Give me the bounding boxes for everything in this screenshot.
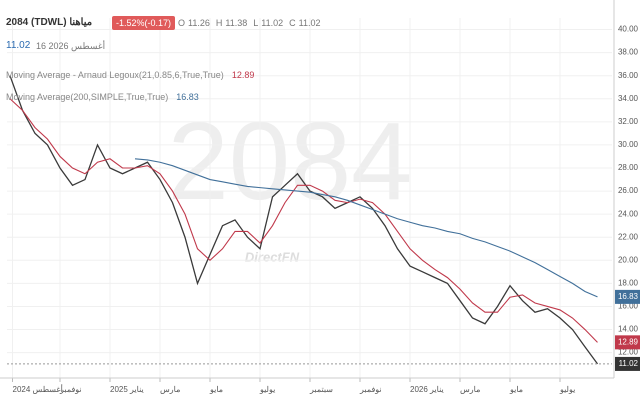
x-tick-label: أغسطس 2024	[13, 383, 63, 394]
x-tick-label: مايو	[209, 385, 223, 394]
ohlc-label: O	[178, 18, 186, 28]
x-tick-label: نوفمبر	[359, 385, 382, 394]
y-tick-label: 22.00	[618, 232, 639, 241]
watermark: 2084	[168, 100, 413, 223]
y-tick-label: 32.00	[618, 117, 639, 126]
x-tick-label: يوليو	[259, 385, 275, 394]
x-tick-label: يناير 2026	[410, 385, 444, 394]
series-line	[9, 75, 599, 365]
legend-name: Moving Average - Arnaud Legoux(21,0.85,6…	[6, 70, 224, 80]
watermark-brand: DirectFN	[245, 249, 300, 264]
y-tick-label: 30.00	[618, 140, 639, 149]
y-tick-label: 14.00	[618, 325, 639, 334]
y-tick-label: 36.00	[618, 71, 639, 80]
symbol[interactable]: 2084 (TDWL) مياهنا	[6, 17, 93, 28]
price-badge-label: 12.89	[618, 337, 639, 346]
legend-value: 12.89	[231, 70, 255, 80]
y-tick-label: 26.00	[618, 186, 639, 195]
ohlc-label: L	[253, 18, 259, 28]
legend-value: 16.83	[176, 92, 199, 102]
last-price: 11.02	[6, 40, 31, 51]
x-tick-label: مارس	[160, 385, 180, 394]
x-tick-label: مايو	[509, 385, 523, 394]
price-badge-label: 11.02	[619, 359, 639, 368]
legend: Moving Average - Arnaud Legoux(21,0.85,6…	[6, 70, 254, 114]
y-tick-label: 34.00	[618, 94, 639, 103]
ohlc-label: H	[215, 18, 223, 28]
ohlc-label: C	[289, 18, 296, 28]
ohlc-value: 11.26	[188, 18, 210, 28]
ohlc-value: 11.02	[298, 18, 321, 28]
legend-item[interactable]: Moving Average - Arnaud Legoux(21,0.85,6…	[6, 70, 254, 80]
price-badge	[615, 335, 640, 350]
price-badge-label: 16.83	[618, 292, 639, 301]
y-tick-label: 12.00	[618, 348, 639, 357]
series-line	[9, 98, 598, 343]
date: 16 2026 أغسطس	[36, 41, 106, 51]
change-badge: -1.52%(-0.17)	[112, 16, 176, 30]
y-tick-label: 38.00	[618, 48, 639, 57]
x-tick-label: نوفمبر	[59, 385, 82, 394]
ohlc-value: 11.02	[261, 18, 284, 28]
legend-name: Moving Average(200,SIMPLE,True,True)	[6, 92, 169, 102]
x-tick-label: يوليو	[559, 385, 575, 394]
y-tick-label: 16.00	[618, 302, 639, 311]
price-badge	[615, 356, 640, 371]
x-tick-label: يناير 2025	[110, 385, 144, 394]
x-tick-label: سبتمبر	[309, 385, 333, 394]
y-tick-label: 24.00	[618, 209, 639, 218]
y-tick-label: 18.00	[618, 278, 639, 287]
x-tick-label: مارس	[460, 385, 480, 394]
y-tick-label: 28.00	[618, 163, 639, 172]
y-tick-label: 20.00	[618, 255, 639, 264]
ohlc: O 11.26 H 11.38 L 11.02 C 11.02	[178, 18, 326, 28]
legend-item[interactable]: Moving Average(200,SIMPLE,True,True) 16.8…	[6, 92, 254, 102]
price-badge	[615, 289, 640, 304]
series-line	[134, 158, 598, 298]
y-tick-label: 40.00	[618, 25, 639, 34]
ohlc-value: 11.38	[225, 18, 248, 28]
